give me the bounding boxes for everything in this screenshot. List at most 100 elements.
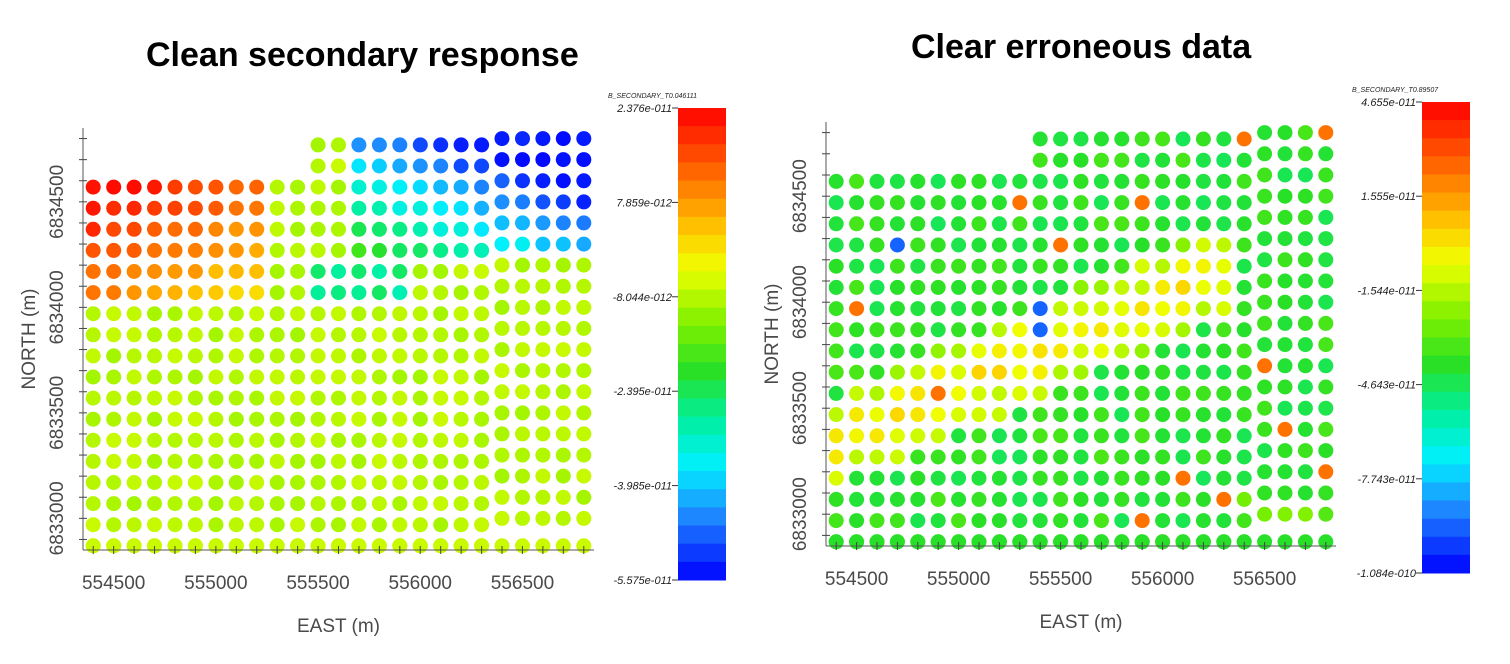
data-point: [991, 216, 1007, 232]
data-point: [849, 258, 865, 274]
data-point: [310, 137, 326, 153]
data-point: [535, 405, 551, 421]
data-point: [474, 285, 490, 301]
data-point: [555, 194, 571, 210]
data-point: [1093, 322, 1109, 338]
data-point: [1318, 294, 1334, 310]
colorbar-label: 7.859e-012: [616, 197, 672, 209]
data-point: [412, 348, 428, 364]
data-point: [1032, 449, 1048, 465]
data-point: [228, 179, 244, 195]
data-point: [991, 364, 1007, 380]
data-point: [187, 179, 203, 195]
data-point: [1195, 216, 1211, 232]
data-point: [576, 447, 592, 463]
y-tick-label: 6834000: [790, 265, 811, 339]
data-point: [991, 385, 1007, 401]
data-point: [930, 322, 946, 338]
colorbar-band: [678, 398, 726, 418]
data-point: [515, 194, 530, 210]
data-point: [433, 137, 449, 153]
data-point: [474, 179, 490, 195]
data-point: [249, 200, 265, 216]
data-point: [290, 390, 306, 406]
data-point: [331, 264, 346, 279]
data-point: [187, 496, 203, 512]
data-point: [371, 390, 387, 406]
data-point: [310, 179, 326, 195]
data-point: [187, 221, 203, 237]
data-point: [1012, 237, 1028, 253]
data-point: [1012, 364, 1028, 380]
data-point: [1155, 237, 1171, 253]
data-point: [1032, 364, 1048, 380]
data-point: [494, 194, 510, 210]
data-point: [1093, 364, 1109, 380]
colorbar-band: [1422, 536, 1470, 556]
data-point: [1175, 258, 1191, 274]
data-point: [1318, 209, 1334, 225]
data-point: [1236, 385, 1252, 401]
colorbar-band: [1422, 192, 1470, 212]
data-point: [290, 411, 306, 427]
data-point: [310, 517, 326, 533]
data-point: [889, 279, 905, 295]
data-point: [1073, 322, 1089, 338]
data-point: [869, 449, 885, 465]
data-point: [869, 301, 885, 317]
data-point: [930, 491, 946, 507]
data-point: [494, 299, 510, 315]
data-point: [371, 158, 387, 174]
data-point: [1012, 279, 1028, 295]
data-point: [1134, 152, 1150, 168]
data-point: [1012, 258, 1028, 274]
colorbar-label: -1.544e-011: [1357, 285, 1416, 297]
data-point: [147, 200, 162, 216]
data-point: [187, 517, 203, 533]
data-point: [433, 179, 449, 195]
data-point: [249, 306, 265, 322]
data-point: [849, 195, 865, 211]
data-point: [331, 348, 346, 364]
data-point: [433, 264, 449, 279]
data-point: [889, 216, 905, 232]
data-point: [1073, 173, 1089, 189]
data-point: [269, 390, 285, 406]
data-point: [106, 517, 122, 533]
data-point: [1236, 449, 1252, 465]
data-point: [249, 242, 265, 258]
data-point: [208, 496, 224, 512]
data-point: [1114, 195, 1130, 211]
colorbar-band: [1422, 156, 1470, 175]
data-point: [1277, 125, 1293, 141]
data-point: [392, 432, 408, 448]
data-point: [555, 257, 571, 273]
data-point: [331, 200, 346, 216]
data-point: [1175, 407, 1191, 423]
data-point: [889, 258, 905, 274]
data-point: [249, 411, 265, 427]
data-point: [576, 489, 592, 505]
data-point: [1318, 485, 1334, 501]
data-point: [310, 475, 326, 490]
data-point: [106, 432, 122, 448]
data-point: [869, 491, 885, 507]
data-point: [453, 137, 469, 153]
colorbar-title: B_SECONDARY_T0.046111: [608, 93, 697, 100]
data-point: [889, 364, 905, 380]
data-point: [515, 342, 530, 358]
data-point: [1318, 231, 1334, 247]
data-point: [910, 237, 926, 253]
data-point: [535, 342, 551, 358]
data-point: [1053, 470, 1069, 486]
data-point: [1297, 464, 1313, 480]
data-point: [1216, 322, 1232, 338]
data-point: [147, 496, 162, 512]
data-point: [1114, 407, 1130, 423]
data-point: [494, 236, 510, 252]
x-tick-label: 555000: [927, 569, 990, 590]
data-point: [167, 348, 183, 364]
data-point: [371, 221, 387, 237]
data-point: [1012, 513, 1028, 529]
data-point: [290, 517, 306, 533]
